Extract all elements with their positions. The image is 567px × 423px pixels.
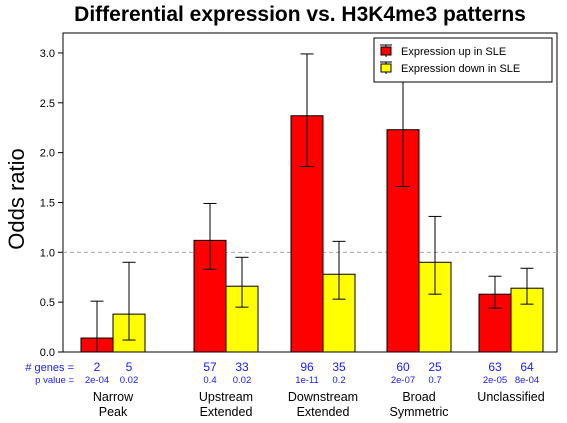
p-value: 8e-04 bbox=[515, 375, 539, 386]
gene-count: 2 bbox=[94, 360, 101, 374]
y-tick-label: 2.0 bbox=[40, 148, 55, 160]
annotations: 22e-0450.02NarrowPeak570.4330.02Upstream… bbox=[25, 360, 544, 419]
legend-label: Expression down in SLE bbox=[401, 63, 520, 75]
category-label: Narrow bbox=[93, 390, 134, 404]
category-label-line2: Extended bbox=[297, 405, 350, 419]
chart-title: Differential expression vs. H3K4me3 patt… bbox=[74, 3, 526, 26]
gene-count: 5 bbox=[126, 360, 133, 374]
category-label: Downstream bbox=[288, 390, 358, 404]
category-label-line2: Extended bbox=[200, 405, 253, 419]
genes-row-label: # genes = bbox=[25, 362, 74, 374]
legend-label: Expression up in SLE bbox=[401, 46, 506, 58]
gene-count: 64 bbox=[520, 360, 534, 374]
category-label-line2: Symmetric bbox=[389, 405, 448, 419]
y-tick-label: 1.5 bbox=[40, 197, 55, 209]
p-value: 0.2 bbox=[332, 375, 345, 386]
y-axis: 0.0 0.5 1.0 1.5 2.0 2.5 3.0 bbox=[40, 48, 63, 359]
p-value: 0.02 bbox=[120, 375, 139, 386]
gene-count: 60 bbox=[396, 360, 410, 374]
p-value: 0.02 bbox=[233, 375, 252, 386]
gene-count: 96 bbox=[300, 360, 314, 374]
category-label-line2: Peak bbox=[99, 405, 128, 419]
y-tick-label: 3.0 bbox=[40, 48, 55, 60]
bars bbox=[80, 115, 544, 353]
category-label: Unclassified bbox=[477, 390, 544, 404]
category-label: Broad bbox=[402, 390, 435, 404]
p-value: 1e-11 bbox=[295, 375, 319, 386]
p-value: 0.7 bbox=[428, 375, 441, 386]
p-value: 2e-07 bbox=[391, 375, 415, 386]
y-tick-label: 0.0 bbox=[40, 347, 55, 359]
y-tick-label: 0.5 bbox=[40, 297, 55, 309]
y-tick-label: 2.5 bbox=[40, 98, 55, 110]
gene-count: 33 bbox=[235, 360, 249, 374]
gene-count: 35 bbox=[332, 360, 346, 374]
gene-count: 63 bbox=[488, 360, 502, 374]
p-value: 0.4 bbox=[203, 375, 216, 386]
bar-up bbox=[193, 239, 227, 353]
y-tick-label: 1.0 bbox=[40, 247, 55, 259]
y-axis-label: Odds ratio bbox=[4, 148, 29, 250]
legend-box bbox=[373, 37, 553, 83]
legend-swatch bbox=[380, 46, 392, 56]
legend-swatch bbox=[380, 63, 392, 73]
gene-count: 25 bbox=[428, 360, 442, 374]
legend: Expression up in SLE Expression down in S… bbox=[373, 37, 553, 83]
p-value: 2e-04 bbox=[85, 375, 109, 386]
pvalue-row-label: p value = bbox=[35, 375, 74, 386]
gene-count: 57 bbox=[203, 360, 217, 374]
category-label: Upstream bbox=[199, 390, 253, 404]
p-value: 2e-05 bbox=[483, 375, 507, 386]
bar-up bbox=[290, 115, 324, 353]
